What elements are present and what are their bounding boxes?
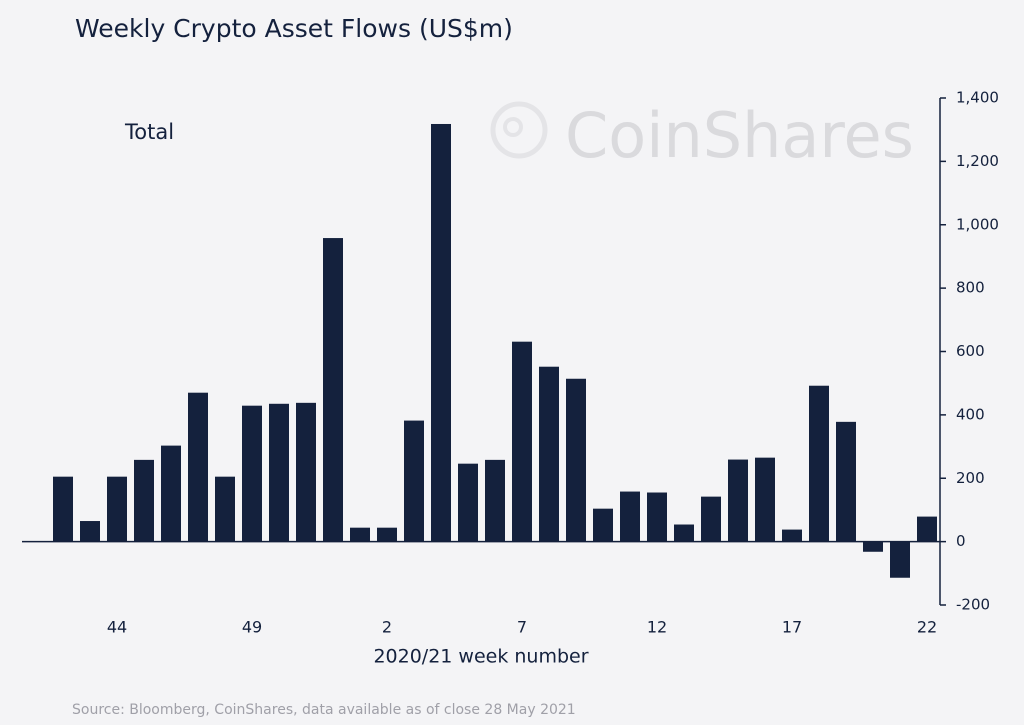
bar (80, 521, 100, 542)
x-tick-label: 22 (917, 618, 937, 637)
bar (593, 508, 613, 542)
bar (269, 403, 289, 542)
bar (458, 463, 478, 542)
x-axis-label: 2020/21 week number (373, 646, 588, 668)
y-tick-label: 1,200 (956, 152, 999, 170)
bar (863, 541, 883, 552)
bar (782, 529, 802, 542)
bar (53, 476, 73, 542)
bar (836, 421, 856, 542)
x-tick-label: 7 (517, 618, 527, 637)
y-tick-label: 1,000 (956, 215, 999, 233)
x-tick-label: 17 (782, 618, 802, 637)
bar (701, 496, 721, 542)
bar (917, 516, 937, 542)
bar (134, 459, 154, 542)
bar (485, 459, 505, 542)
y-tick-label: -200 (956, 596, 990, 614)
bar (350, 527, 370, 542)
bar (890, 541, 910, 578)
bar (296, 402, 316, 542)
bar (674, 524, 694, 542)
bar (620, 491, 640, 542)
watermark-logo (490, 101, 548, 159)
y-tick-label: 600 (956, 342, 985, 360)
chart-title: Weekly Crypto Asset Flows (US$m) (75, 14, 513, 43)
y-tick-label: 400 (956, 405, 985, 423)
bar (512, 341, 532, 542)
source-note: Source: Bloomberg, CoinShares, data avai… (72, 702, 576, 718)
x-tick-label: 44 (107, 618, 127, 637)
bar (647, 492, 667, 542)
x-tick-label: 2 (382, 618, 392, 637)
bar (161, 445, 181, 542)
bar (566, 378, 586, 542)
watermark: CoinShares (565, 99, 914, 172)
bar (431, 123, 451, 542)
annotation: Total (124, 120, 174, 144)
x-tick-label: 49 (242, 618, 262, 637)
bar (377, 527, 397, 542)
bar (809, 385, 829, 542)
bar (242, 405, 262, 542)
x-tick-label: 12 (647, 618, 667, 637)
bar (728, 459, 748, 542)
y-tick-label: 1,400 (956, 89, 999, 107)
y-tick-label: 0 (956, 532, 966, 550)
y-tick-label: 200 (956, 469, 985, 487)
bar (755, 457, 775, 542)
bar (215, 476, 235, 542)
bar (539, 366, 559, 542)
bar (323, 238, 343, 542)
bar (404, 420, 424, 542)
bar (107, 476, 127, 542)
y-tick-label: 800 (956, 279, 985, 297)
bar (188, 392, 208, 542)
